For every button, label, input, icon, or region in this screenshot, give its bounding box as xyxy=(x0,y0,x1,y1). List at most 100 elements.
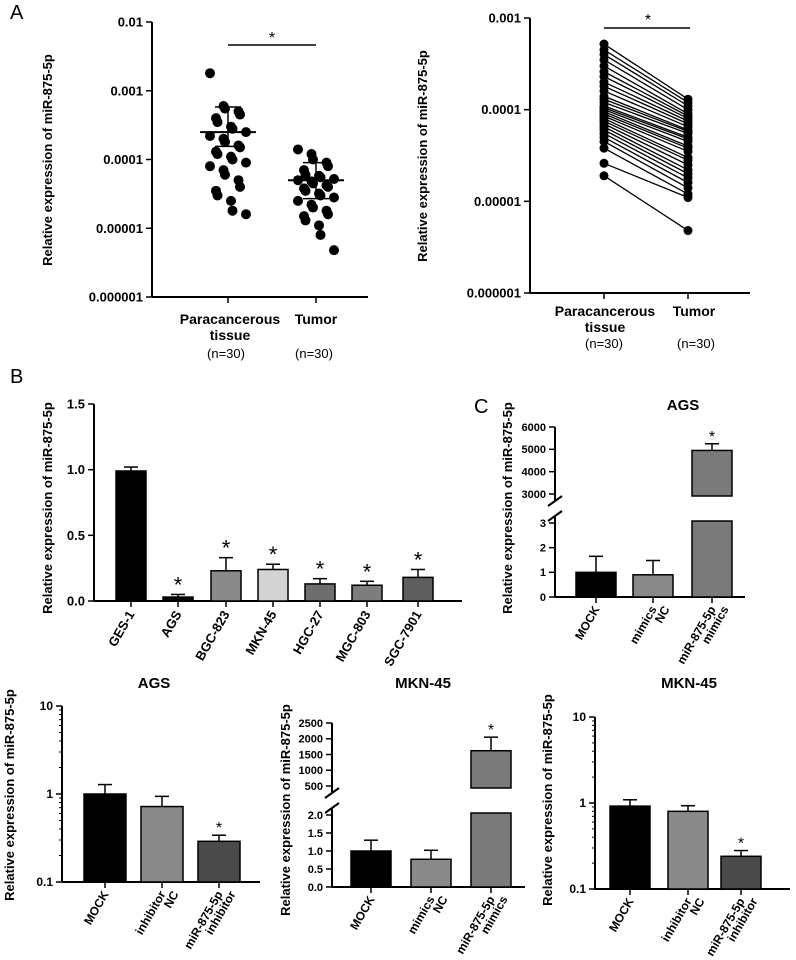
bar xyxy=(162,596,194,602)
x-tick-label: MOCK xyxy=(81,888,112,927)
data-point xyxy=(205,130,215,141)
chart-title: AGS xyxy=(667,397,700,414)
data-point xyxy=(227,205,238,216)
significance-star: * xyxy=(316,557,325,582)
significance-star: * xyxy=(269,542,278,567)
bar xyxy=(350,850,392,888)
significance-star: * xyxy=(414,547,423,572)
y-tick-label: 0.0 xyxy=(67,594,85,609)
data-point xyxy=(227,154,238,165)
y-tick-label: 0.0 xyxy=(308,882,323,894)
data-point xyxy=(683,226,693,236)
x-tick-label: NC xyxy=(430,893,451,915)
y-tick-label: 0.5 xyxy=(308,864,323,876)
data-point xyxy=(300,169,311,180)
pair-line xyxy=(603,132,689,179)
data-point xyxy=(314,220,324,231)
bar xyxy=(632,574,674,598)
pair-line xyxy=(603,81,689,122)
y-tick-label: 0.001 xyxy=(488,11,521,26)
pair-line xyxy=(603,175,689,232)
x-tick-label: AGS xyxy=(158,608,185,640)
data-point xyxy=(315,229,326,240)
data-point xyxy=(212,149,223,160)
axis-break-mark xyxy=(324,802,340,814)
y-axis-label: Relative expression of miR-875-5p xyxy=(40,54,55,266)
x-tick-label: inhibitor xyxy=(132,888,168,937)
data-point xyxy=(235,181,245,192)
data-point xyxy=(308,202,318,213)
data-point xyxy=(205,161,215,172)
x-tick-label: inhibitor xyxy=(658,895,694,944)
pair-line xyxy=(603,71,689,117)
significance-star: * xyxy=(363,559,372,584)
bar xyxy=(351,584,383,602)
x-tick-label: NC xyxy=(161,888,182,910)
pair-line xyxy=(603,101,689,135)
pair-line xyxy=(603,129,689,175)
data-point xyxy=(212,117,223,128)
x-tick-label: Paracancerous xyxy=(180,311,281,327)
data-point xyxy=(226,195,236,206)
x-tick-label: Tumor xyxy=(295,311,338,327)
x-tick-label: MOCK xyxy=(347,893,378,932)
bar-lower xyxy=(470,812,512,888)
axis-break-mark xyxy=(547,510,563,522)
y-tick-label: 0.00001 xyxy=(474,194,521,209)
y-tick-label: 1 xyxy=(579,796,586,810)
bar xyxy=(197,840,241,883)
pair-line xyxy=(603,75,689,120)
y-tick-label: 1 xyxy=(540,567,546,579)
pair-line xyxy=(603,90,689,128)
bar xyxy=(257,568,289,602)
pair-line xyxy=(603,162,689,199)
bar-lower xyxy=(691,520,733,598)
y-axis-label: Relative expression of miR-875-5p xyxy=(40,402,55,614)
pair-line xyxy=(603,43,689,100)
data-point xyxy=(241,157,251,168)
pair-line xyxy=(603,59,689,111)
pair-line xyxy=(603,117,689,159)
n-label: (n=30) xyxy=(585,336,623,351)
y-tick-label: 2.0 xyxy=(308,810,323,822)
x-tick-label: tissue xyxy=(585,319,626,335)
x-tick-label: GES-1 xyxy=(105,608,137,649)
y-tick-label: 0.0001 xyxy=(103,152,143,167)
bar xyxy=(402,576,434,602)
data-point xyxy=(220,169,230,180)
data-point xyxy=(329,174,339,185)
y-tick-label: 1.5 xyxy=(67,397,85,412)
n-label: (n=30) xyxy=(677,336,715,351)
pair-line xyxy=(603,140,689,189)
data-point xyxy=(293,195,303,206)
pair-line xyxy=(603,109,689,143)
data-point xyxy=(293,144,303,155)
bar xyxy=(575,571,617,598)
axis-break-mark xyxy=(547,495,563,507)
x-tick-label: Paracancerous xyxy=(555,303,656,319)
y-tick-label: 0.5 xyxy=(67,528,85,543)
axis-break-mark xyxy=(324,787,340,799)
pair-line xyxy=(603,95,689,131)
significance-star: * xyxy=(174,572,183,597)
data-point xyxy=(323,161,333,172)
y-axis-label: Relative expression of miR-875-5p xyxy=(500,402,515,614)
bar xyxy=(667,810,709,890)
bar xyxy=(609,805,651,890)
x-tick-label: Tumor xyxy=(673,303,716,319)
chart-title: MKN-45 xyxy=(395,675,451,692)
x-tick-label: BGC-823 xyxy=(192,608,232,663)
n-label: (n=30) xyxy=(207,346,245,361)
pair-line xyxy=(603,107,689,140)
y-tick-label: 1 xyxy=(46,787,53,801)
y-tick-label: 6000 xyxy=(522,422,546,434)
data-point xyxy=(683,193,693,203)
significance-star: * xyxy=(709,429,715,446)
x-tick-label: tissue xyxy=(210,327,251,343)
pair-line xyxy=(603,65,689,115)
y-tick-label: 4000 xyxy=(522,467,546,479)
data-point xyxy=(599,158,609,168)
y-tick-label: 1500 xyxy=(299,749,323,761)
pair-line xyxy=(603,111,689,147)
